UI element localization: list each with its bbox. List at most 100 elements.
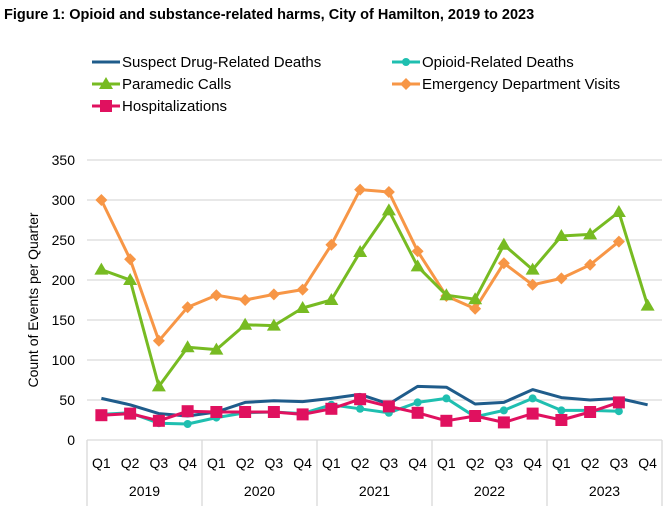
data-point [469,410,482,422]
data-point [442,394,451,403]
legend-label: Hospitalizations [122,98,227,115]
data-point [411,245,424,258]
y-tick-label: 200 [52,272,76,288]
data-point [555,272,568,285]
x-tick-quarter: Q4 [178,455,197,471]
x-tick-year: 2020 [244,483,275,499]
data-point [410,259,425,272]
x-tick-quarter: Q2 [236,455,255,471]
x-tick-quarter: Q3 [610,455,629,471]
x-tick-quarter: Q1 [552,455,571,471]
data-point [324,293,339,305]
data-point [209,342,224,355]
series-emergency-department-visits [95,183,625,347]
data-point [439,288,454,301]
axes: 0 50 100 150 200 250 300 350 Q1 Q2 Q3 Q4 Q1 Q2 Q3 Q4 Q1 Q… [52,152,663,506]
data-point [640,298,655,311]
legend-marker [402,58,410,66]
series-lines [94,183,655,429]
data-point [382,400,395,413]
x-tick-year: 2022 [474,483,505,499]
y-tick-label: 300 [52,192,76,208]
x-tick-year: 2019 [129,483,160,499]
data-point [183,420,192,428]
data-point [353,245,368,257]
x-tick-quarter: Q1 [207,455,226,471]
legend-item: Paramedic Calls [92,76,231,93]
data-point [526,407,539,420]
series-line [100,208,650,388]
data-point [94,262,109,275]
legend-item: Emergency Department Visits [392,76,620,93]
data-point [557,406,566,415]
data-point [296,283,309,296]
data-point [295,301,310,313]
data-point [468,292,483,305]
x-tick-quarter: Q2 [581,455,600,471]
data-point [151,379,166,392]
x-tick-quarter: Q3 [265,455,284,471]
x-tick-quarter: Q3 [380,455,399,471]
x-tick-quarter: Q4 [523,455,542,471]
series-hospitalizations [95,393,625,429]
data-point [180,340,195,353]
data-point [123,273,138,285]
data-point [356,404,365,413]
y-tick-label: 250 [52,232,76,248]
x-tick-quarter: Q4 [408,455,427,471]
x-tick-year: 2023 [589,483,620,499]
data-point [497,257,510,270]
y-tick-label: 50 [59,392,75,408]
x-tick-quarter: Q2 [466,455,485,471]
data-point [239,406,252,418]
legend-item: Hospitalizations [92,98,227,115]
y-tick-label: 150 [52,312,76,328]
data-point [239,294,252,306]
data-point [354,393,367,406]
gridlines [87,159,662,401]
data-point [440,414,453,427]
x-tick-quarter: Q4 [638,455,657,471]
data-point [526,278,539,291]
data-point [95,194,108,206]
data-point [210,289,223,302]
data-point [238,317,253,330]
data-point [496,237,511,250]
data-point [411,406,424,419]
data-point [583,227,598,240]
data-point [267,288,280,301]
x-tick-quarter: Q1 [322,455,341,471]
data-point [382,186,395,198]
series-line [100,188,620,343]
legend-marker [100,100,112,112]
x-tick-year: 2021 [359,483,390,499]
legend-label: Paramedic Calls [122,76,231,93]
data-point [469,302,482,315]
legend-marker [99,77,113,89]
data-point [124,253,137,266]
data-point [413,398,422,407]
data-point [612,235,625,248]
y-tick-label: 0 [67,432,75,448]
y-tick-label: 100 [52,352,76,368]
data-point [525,262,540,275]
x-tick-quarter: Q3 [495,455,514,471]
series-paramedic-calls [94,203,655,392]
data-point [152,414,165,427]
data-point [181,405,194,418]
legend-marker [400,78,412,90]
data-point [554,229,569,241]
legend-label: Suspect Drug-Related Deaths [122,54,321,71]
legend-label: Opioid-Related Deaths [422,54,574,71]
data-point [614,407,623,416]
x-tick-quarter: Q1 [92,455,111,471]
data-point [499,406,508,415]
x-tick-quarter: Q3 [150,455,169,471]
data-point [210,406,223,418]
data-point [152,334,165,347]
data-point [266,318,281,331]
data-point [584,406,597,418]
data-point [354,183,367,196]
